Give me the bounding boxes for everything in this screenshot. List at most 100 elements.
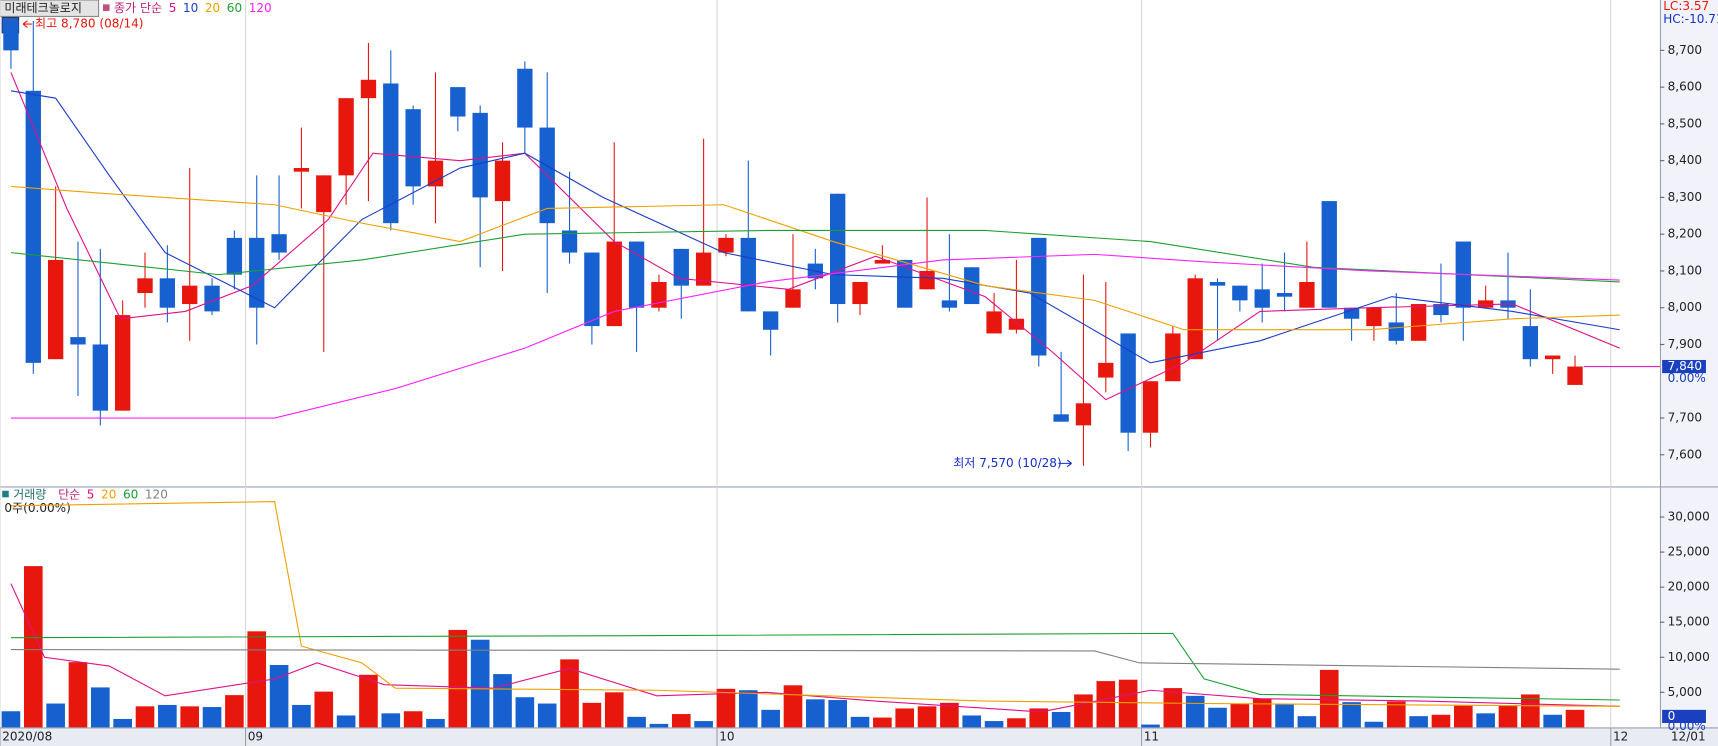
y-tick-label: 8,100	[1668, 263, 1703, 277]
x-tick-label: 12	[1613, 730, 1628, 744]
volume-bar	[649, 723, 669, 728]
candle-body	[1321, 201, 1337, 308]
volume-bar	[1163, 688, 1183, 728]
volume-bar	[225, 695, 244, 728]
current-volume-label: 0	[1668, 709, 1676, 723]
volume-bar	[738, 690, 758, 728]
volume-bar	[537, 703, 557, 728]
candle-body	[427, 160, 444, 187]
volume-bar	[247, 631, 267, 728]
y-tick-label: 7,700	[1668, 411, 1703, 425]
volume-bar	[604, 692, 624, 728]
candle-body	[338, 98, 354, 176]
volume-bar	[1319, 669, 1339, 728]
volume-bar	[158, 704, 177, 728]
y-tick-label: 8,500	[1668, 116, 1703, 130]
volume-bar	[1431, 714, 1451, 728]
candle-body	[114, 315, 131, 411]
current-price-box	[1662, 359, 1706, 374]
volume-bar	[23, 566, 43, 728]
volume-average-line	[10, 583, 1620, 713]
y-tick-label: 5,000	[1668, 685, 1703, 699]
candle-body	[472, 112, 488, 198]
candle-body	[204, 285, 220, 312]
candle-body	[606, 241, 622, 327]
candle-body	[1343, 307, 1360, 319]
legend-item: 60	[227, 1, 242, 15]
candle-body	[1142, 381, 1159, 433]
volume-bar	[1386, 701, 1406, 728]
y-tick-label: 8,600	[1668, 80, 1703, 94]
candle-body	[1031, 237, 1047, 356]
y-tick-label: 8,300	[1668, 190, 1703, 204]
volume-bar	[1, 711, 21, 728]
volume-average-line	[10, 632, 1620, 701]
candle-body	[651, 281, 667, 308]
volume-bar	[850, 716, 870, 728]
candle-body	[70, 337, 86, 345]
volume-bar	[135, 706, 155, 728]
legend-item: 20	[101, 488, 116, 502]
candle-body	[941, 300, 958, 308]
volume-bar	[962, 715, 982, 728]
candle-body	[293, 168, 310, 172]
volume-bar	[1342, 702, 1361, 728]
volume-bar	[470, 639, 490, 728]
candle-body	[740, 237, 756, 312]
candle-body	[182, 285, 198, 305]
volume-bar	[359, 674, 378, 728]
volume-average-line	[10, 501, 1620, 707]
x-tick-label: 09	[248, 730, 263, 744]
volume-bar	[783, 685, 803, 728]
x-axis-strip	[0, 727, 1718, 746]
legend-item: 120	[145, 488, 168, 502]
volume-bar	[1029, 708, 1049, 728]
current-price-label: 7,840	[1668, 359, 1703, 373]
moving-average-line	[10, 90, 1620, 364]
candle-body	[159, 278, 176, 308]
volume-bar	[627, 716, 646, 728]
candle-body	[405, 109, 421, 187]
candle-body	[494, 160, 511, 202]
y-tick-label: 25,000	[1668, 545, 1710, 559]
y-tick-label: 8,200	[1668, 227, 1703, 241]
volume-bar	[202, 707, 222, 728]
candle-body	[1254, 289, 1270, 308]
x-tick-label: 11	[1144, 730, 1159, 744]
legend-item: 10	[183, 1, 198, 15]
x-end-label: 12/01	[1671, 730, 1706, 744]
y-tick-label: 8,700	[1668, 43, 1703, 57]
candle-body	[1366, 307, 1382, 327]
volume-bar	[828, 700, 847, 728]
moving-average-line	[10, 72, 1620, 401]
candle-body	[874, 259, 891, 264]
volume-bar	[761, 709, 780, 728]
volume-bar	[895, 708, 915, 728]
candle-body	[695, 252, 712, 286]
volume-bar	[1208, 707, 1227, 728]
candle-body	[1433, 304, 1449, 316]
candle-body	[718, 237, 734, 253]
candle-body	[1477, 300, 1494, 308]
volume-bar	[1007, 718, 1026, 728]
y-tick-label: 7,900	[1668, 337, 1703, 351]
legend-item: 5	[87, 488, 95, 502]
volume-bar	[694, 721, 713, 728]
volume-bar	[403, 711, 423, 728]
volume-bar	[1096, 681, 1116, 728]
y-tick-label: 10,000	[1668, 650, 1710, 664]
volume-bar	[1275, 703, 1294, 728]
candle-body	[271, 234, 287, 253]
chart-title: 미래테크놀로지	[4, 1, 82, 15]
volume-bar	[1565, 709, 1585, 728]
volume-bar	[493, 674, 512, 728]
volume-legend-icon	[2, 490, 9, 498]
candle-body	[450, 87, 466, 117]
volume-bar	[113, 718, 132, 728]
volume-bar	[292, 704, 311, 728]
volume-bar	[1364, 721, 1384, 728]
y-tick-label: 30,000	[1668, 510, 1710, 524]
y-tick-label: 15,000	[1668, 615, 1710, 629]
